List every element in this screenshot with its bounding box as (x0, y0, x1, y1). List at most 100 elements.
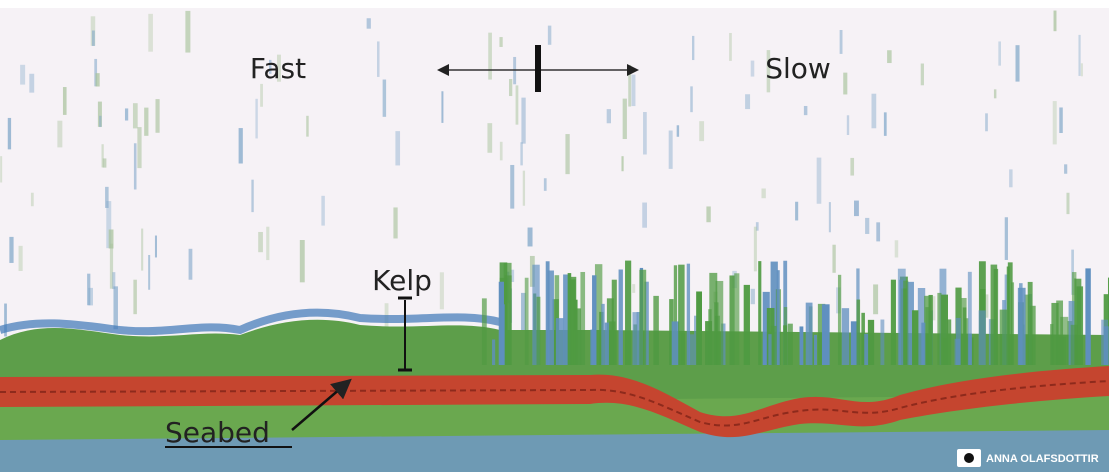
noise-streak (499, 37, 502, 47)
noise-streak (865, 218, 869, 234)
noise-streak (300, 240, 305, 282)
noise-streak (677, 125, 679, 136)
noise-streak (804, 106, 807, 115)
noise-streak (1081, 63, 1083, 76)
noise-streak (500, 142, 503, 161)
noise-streak (440, 272, 444, 309)
noise-streak (133, 103, 138, 128)
noise-streak (854, 201, 859, 217)
noise-streak (0, 156, 2, 182)
noise-streak (994, 89, 996, 98)
noise-streak (817, 158, 822, 204)
noise-streak (88, 288, 93, 306)
kelp-streak (806, 303, 813, 365)
noise-streak (642, 203, 647, 228)
noise-streak (621, 156, 623, 171)
kelp-streak (625, 261, 631, 365)
kelp-streak (1059, 337, 1065, 365)
kelp-streak (937, 293, 941, 365)
kelp-streak (716, 281, 724, 365)
kelp-streak (678, 265, 684, 365)
noise-streak (761, 188, 765, 198)
noise-streak (669, 131, 673, 169)
kelp-streak (556, 318, 564, 365)
noise-streak (751, 289, 755, 304)
noise-streak (873, 284, 878, 314)
kelp-streak (525, 278, 529, 365)
kelp-streak (1085, 268, 1090, 365)
noise-streak (847, 115, 849, 135)
seabed-label: Seabed (165, 416, 270, 449)
noise-streak (377, 41, 380, 76)
kelp-streak (619, 269, 623, 365)
kelp-streak (492, 340, 495, 365)
noise-streak (148, 14, 153, 52)
noise-streak (266, 227, 269, 260)
kelp-streak (891, 280, 896, 365)
noise-streak (706, 206, 710, 222)
noise-streak (884, 112, 887, 136)
noise-streak (832, 245, 835, 273)
noise-streak (754, 227, 757, 272)
kelp-streak (856, 300, 860, 365)
kelp-streak (800, 326, 804, 365)
noise-streak (8, 118, 11, 149)
noise-streak (1078, 35, 1080, 76)
kelp-streak (968, 272, 972, 365)
noise-streak (921, 64, 924, 86)
noise-streak (998, 41, 1001, 65)
kelp-streak (964, 318, 968, 365)
photo-credit: ANNA OLAFSDOTTIR (986, 453, 1099, 465)
noise-streak (155, 236, 157, 258)
noise-streak (133, 280, 136, 314)
kelp-streak (568, 273, 572, 365)
kelp-streak (956, 318, 961, 365)
noise-streak (1005, 217, 1008, 260)
kelp-streak (758, 261, 761, 365)
noise-streak (1066, 193, 1069, 214)
noise-streak (887, 50, 892, 63)
noise-streak (699, 121, 704, 141)
kelp-streak (929, 295, 933, 365)
kelp-streak (784, 307, 787, 365)
noise-streak (1054, 11, 1057, 32)
kelp-streak (744, 285, 750, 365)
kelp-streak (851, 321, 858, 365)
kelp-streak (1000, 310, 1008, 365)
noise-streak (729, 33, 732, 61)
kelp-streak (941, 295, 948, 365)
noise-streak (9, 237, 13, 263)
noise-streak (795, 202, 798, 221)
noise-streak (509, 79, 512, 96)
noise-streak (239, 128, 243, 163)
kelp-streak (547, 270, 553, 365)
speed-marker (535, 45, 541, 92)
kelp-streak (1104, 326, 1109, 365)
noise-streak (255, 99, 257, 139)
noise-streak (523, 171, 525, 206)
noise-streak (1016, 45, 1020, 81)
noise-streak (520, 142, 522, 165)
kelp-streak (605, 323, 609, 365)
kelp-streak (501, 304, 505, 365)
kelp-streak (788, 324, 793, 365)
kelp-streak (580, 272, 585, 365)
kelp-streak (1050, 324, 1053, 365)
slow-label: Slow (765, 52, 831, 85)
kelp-streak (864, 334, 868, 365)
kelp-streak (1030, 306, 1036, 365)
noise-streak (103, 158, 107, 167)
noise-streak (692, 36, 694, 60)
noise-streak (628, 65, 631, 107)
kelp-streak (705, 321, 712, 365)
kelp-streak (536, 297, 540, 365)
camera-lens (964, 453, 974, 463)
kelp-streak (482, 298, 487, 365)
noise-streak (258, 232, 263, 252)
noise-streak (1064, 164, 1067, 173)
noise-streak (607, 109, 611, 123)
kelp-label: Kelp (372, 264, 432, 297)
noise-streak (155, 99, 159, 133)
noise-streak (92, 31, 95, 46)
kelp-streak (979, 310, 986, 365)
